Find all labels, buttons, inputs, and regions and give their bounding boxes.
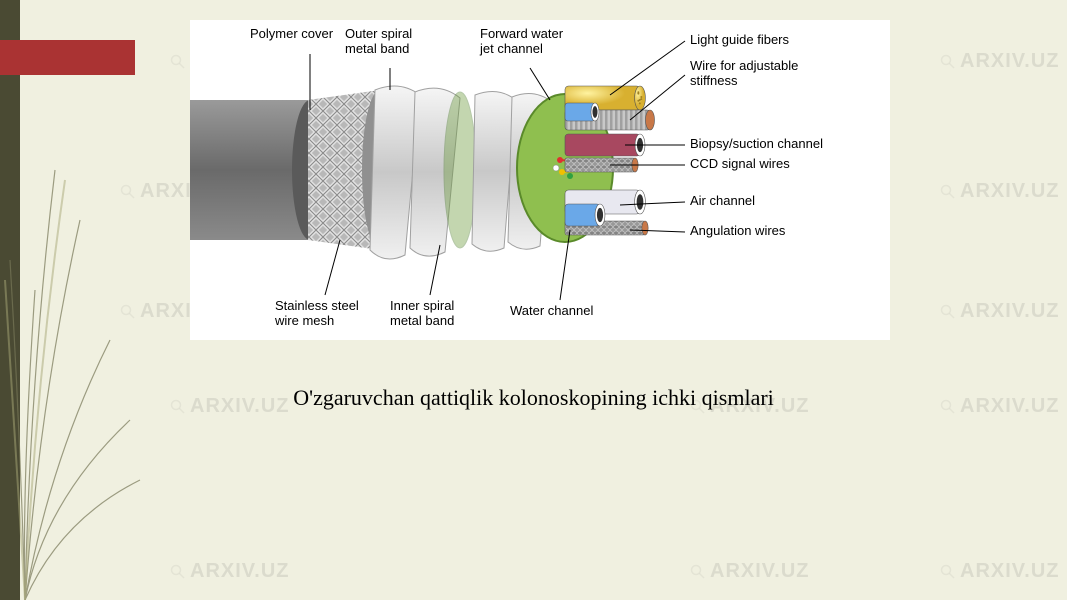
label-ccd-signal-wires: CCD signal wires (690, 156, 790, 171)
watermark-text: ARXIV.UZ (940, 50, 1060, 73)
label-stainless-steel-mesh: Stainless steelwire mesh (274, 298, 359, 328)
label-adjustable-stiffness: Wire for adjustablestiffness (690, 58, 798, 88)
label-forward-water-jet: Forward waterjet channel (479, 26, 564, 56)
diagram-container: Polymer cover Outer spiralmetal band Forwa… (190, 20, 890, 340)
label-air-channel: Air channel (690, 193, 755, 208)
endoscope-cutaway-diagram: Polymer cover Outer spiralmetal band Forwa… (190, 20, 890, 340)
label-inner-spiral-band: Inner spiralmetal band (390, 298, 454, 328)
tubes-group (565, 86, 655, 235)
left-stripe-decor (0, 0, 20, 600)
label-angulation-wires: Angulation wires (690, 223, 786, 238)
caption-text: O'zgaruvchan qattiqlik kolonoskopining i… (0, 385, 1067, 411)
leader-light-guide-fibers (610, 41, 685, 95)
label-biopsy-suction: Biopsy/suction channel (690, 136, 823, 151)
watermark-text: ARXIV.UZ (690, 560, 810, 583)
grass-decoration (0, 80, 150, 600)
slide: ARXIV.UZ ARXIV.UZ ARXIV.UZ ARXIV.UZ ARXIV.UZ… (0, 0, 1067, 600)
watermark-text: ARXIV.UZ (940, 180, 1060, 203)
leader-stainless-steel-mesh (325, 240, 340, 295)
label-water-channel: Water channel (510, 303, 593, 318)
watermark-text: ARXIV.UZ (940, 560, 1060, 583)
label-outer-spiral-band: Outer spiralmetal band (345, 26, 412, 56)
label-light-guide-fibers: Light guide fibers (690, 32, 790, 47)
cable-body (190, 86, 613, 259)
tube-water (565, 204, 605, 226)
watermark-text: ARXIV.UZ (940, 300, 1060, 323)
label-polymer-cover: Polymer cover (250, 26, 334, 41)
watermark-text: ARXIV.UZ (170, 560, 290, 583)
tube-forward-jet (565, 103, 599, 121)
accent-bar-decor (0, 40, 135, 75)
